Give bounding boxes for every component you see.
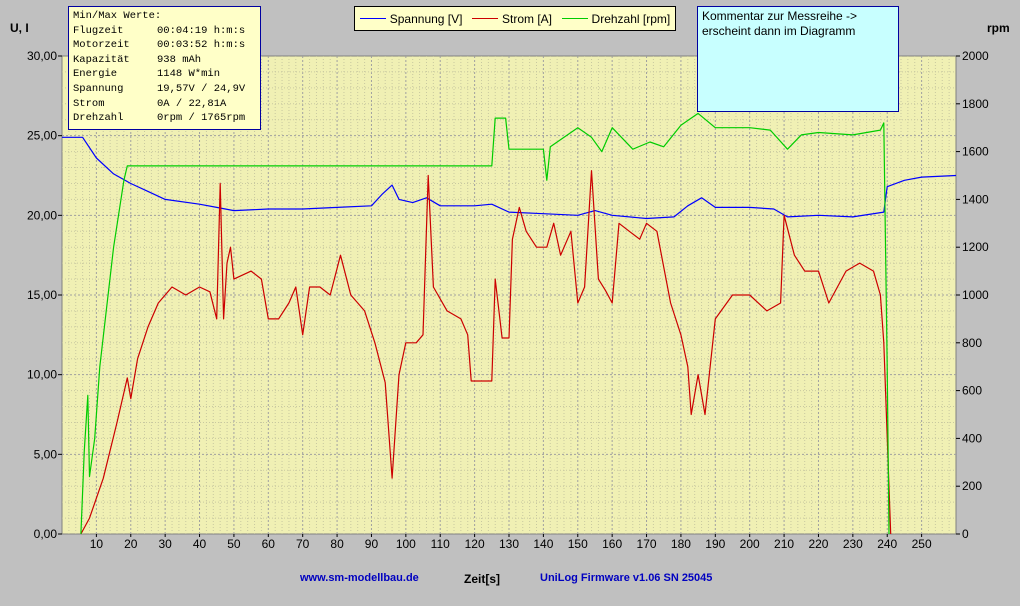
y-right-tick-label: 1000 [962,288,989,302]
x-tick-label: 210 [774,537,794,551]
minmax-key: Strom [73,97,105,110]
legend-item-drehzahl: Drehzahl [rpm] [561,11,671,26]
y-right-tick-label: 2000 [962,49,989,63]
x-tick-label: 70 [296,537,310,551]
x-tick-labels: 10 20 30 40 50 60 70 80 90 100 110 120 130 140 150 160 1… [90,534,932,551]
minmax-row: Spannung 19,57V / 24,9V [73,82,256,97]
x-tick-label: 170 [637,537,657,551]
minmax-row: Strom 0A / 22,81A [73,97,256,112]
minmax-title: Min/Max Werte: [73,10,162,22]
legend-swatch-blue [359,18,386,19]
x-tick-label: 120 [465,537,485,551]
minmax-value: 1148 W*min [157,68,221,81]
y-right-tick-label: 600 [962,384,982,398]
minmax-value: 00:04:19 h:m:s [157,24,246,37]
minmax-key: Energie [73,68,118,81]
website-link[interactable]: www.sm-modellbau.de [300,572,419,584]
legend-item-spannung: Spannung [V] [359,11,463,26]
comment-box: Kommentar zur Messreihe -> erscheint dan… [697,6,899,112]
legend-label: Strom [A] [502,11,553,26]
y-right-axis-label: rpm [987,21,1010,35]
minmax-box: Min/Max Werte: Flugzeit 00:04:19 h:m:s Mot… [68,6,261,130]
minmax-row: Energie 1148 W*min [73,67,256,82]
y-right-tick-label: 200 [962,479,982,493]
minmax-row: Motorzeit 00:03:52 h:m:s [73,38,256,53]
x-tick-label: 180 [671,537,691,551]
x-tick-label: 100 [396,537,416,551]
minmax-row: Flugzeit 00:04:19 h:m:s [73,24,256,39]
y-right-tick-label: 1400 [962,192,989,206]
x-tick-label: 250 [912,537,932,551]
y-left-tick-label: 20,00 [27,208,57,222]
x-tick-label: 240 [877,537,897,551]
y-left-axis-label: U, I [10,21,29,35]
minmax-value: 19,57V / 24,9V [157,82,246,95]
x-axis-label: Zeit[s] [464,572,500,586]
x-tick-label: 150 [568,537,588,551]
y-left-tick-label: 30,00 [27,49,57,63]
y-left-tick-label: 5,00 [34,447,58,461]
minmax-value: 00:03:52 h:m:s [157,39,246,52]
y-right-tick-label: 800 [962,336,982,350]
x-tick-label: 30 [158,537,172,551]
x-tick-label: 80 [330,537,344,551]
minmax-key: Drehzahl [73,112,124,125]
y-left-tick-label: 25,00 [27,129,57,143]
minmax-value: 938 mAh [157,53,202,66]
x-tick-label: 110 [431,537,450,551]
x-tick-label: 130 [499,537,519,551]
legend-swatch-green [561,18,588,19]
x-tick-label: 200 [740,537,760,551]
minmax-key: Motorzeit [73,39,130,52]
y-left-tick-labels: 0,00 5,00 10,00 15,00 20,00 25,00 30,00 [27,49,62,541]
legend-label: Spannung [V] [389,11,463,26]
minmax-rows: Flugzeit 00:04:19 h:m:s Motorzeit 00:03:52 … [73,24,256,126]
series-line-2 [80,112,890,535]
minmax-key: Spannung [73,82,124,95]
firmware-info: UniLog Firmware v1.06 SN 25045 [540,572,713,584]
x-tick-label: 60 [262,537,276,551]
y-right-tick-label: 1200 [962,240,989,254]
minmax-key: Kapazität [73,53,130,66]
minmax-value: 0rpm / 1765rpm [157,112,246,125]
y-right-tick-label: 1600 [962,145,989,159]
y-right-tick-label: 400 [962,431,982,445]
x-tick-label: 220 [808,537,828,551]
x-tick-label: 160 [602,537,622,551]
series-line-1 [80,170,892,535]
minmax-row: Kapazität 938 mAh [73,53,256,68]
legend: Spannung [V] Strom [A] Drehzahl [rpm] [354,6,676,31]
x-tick-label: 50 [227,537,241,551]
y-left-tick-label: 15,00 [27,288,57,302]
y-left-tick-label: 10,00 [27,368,57,382]
x-tick-label: 140 [533,537,553,551]
y-right-tick-labels: 0 200 400 600 800 1000 1200 1400 1600 1800 2000 [956,49,989,541]
legend-swatch-red [472,18,498,19]
series-line-0 [62,136,957,220]
x-tick-label: 90 [365,537,379,551]
minmax-row: Drehzahl 0rpm / 1765rpm [73,111,256,126]
x-tick-label: 190 [705,537,725,551]
comment-line-1: Kommentar zur Messreihe -> [702,9,858,23]
y-left-tick-label: 0,00 [34,527,58,541]
comment-line-2: erscheint dann im Diagramm [702,24,856,38]
legend-label: Drehzahl [rpm] [591,11,671,26]
minmax-value: 0A / 22,81A [157,97,227,110]
y-right-tick-label: 0 [962,527,969,541]
x-tick-label: 40 [193,537,207,551]
y-right-tick-label: 1800 [962,97,989,111]
legend-item-strom: Strom [A] [472,12,552,26]
series-group [62,112,957,535]
x-tick-label: 20 [124,537,138,551]
minmax-key: Flugzeit [73,24,124,37]
x-tick-label: 230 [843,537,863,551]
x-tick-label: 10 [90,537,104,551]
